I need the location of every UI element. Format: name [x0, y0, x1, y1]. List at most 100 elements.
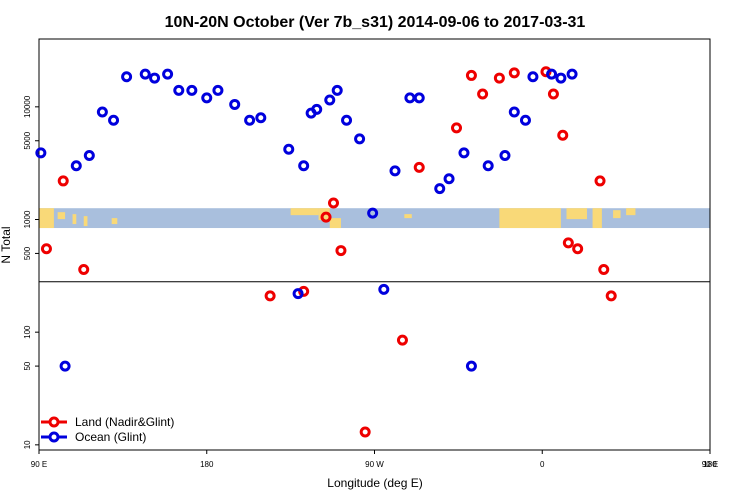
data-point	[434, 183, 446, 195]
plot-frame	[38, 38, 711, 451]
data-point	[229, 98, 241, 110]
data-point	[283, 143, 295, 155]
y-tick-label: 10	[23, 440, 32, 449]
data-point	[605, 290, 617, 302]
data-point	[477, 88, 489, 100]
map-land	[111, 218, 118, 225]
y-tick-label: 10000	[23, 95, 32, 118]
chart-title: 10N-20N October (Ver 7b_s31) 2014-09-06 …	[165, 14, 586, 31]
data-point	[83, 149, 95, 161]
data-point	[458, 147, 470, 159]
y-tick-label: 1000	[23, 210, 32, 228]
data-point	[499, 149, 511, 161]
data-point	[378, 283, 390, 295]
data-point	[482, 160, 494, 172]
data-points	[35, 66, 617, 438]
data-point	[465, 69, 477, 81]
data-point	[547, 88, 559, 100]
legend-marker	[48, 416, 60, 428]
map-land	[566, 208, 587, 220]
x-tick-label: 90 W	[365, 460, 384, 469]
y-axis: 10 50 100 500 1000 5000 10000	[23, 95, 39, 449]
map-land	[613, 210, 621, 219]
data-point	[212, 84, 224, 96]
y-tick-label: 5000	[23, 131, 32, 149]
map-land	[72, 214, 77, 225]
legend: Land (Nadir&Glint)Ocean (Glint)	[41, 415, 174, 444]
data-point	[108, 114, 120, 126]
data-point	[367, 207, 379, 219]
data-point	[451, 122, 463, 134]
map-land	[290, 208, 319, 216]
data-point	[298, 160, 310, 172]
data-point	[331, 84, 343, 96]
data-point	[404, 92, 416, 104]
x-axis-label: Longitude (deg E)	[327, 476, 422, 490]
data-point	[566, 68, 578, 80]
y-axis-label: N Total	[0, 226, 13, 263]
data-point	[57, 175, 69, 187]
data-point	[396, 334, 408, 346]
data-point	[121, 71, 133, 83]
data-point	[201, 92, 213, 104]
data-point	[59, 360, 71, 372]
data-point	[572, 243, 584, 255]
x-tick-label: 90 E	[702, 460, 718, 469]
x-tick-label: 0	[540, 460, 545, 469]
data-point	[320, 211, 332, 223]
data-point	[508, 106, 520, 118]
data-point	[594, 175, 606, 187]
legend-marker	[48, 431, 60, 443]
data-point	[562, 237, 574, 249]
data-point	[35, 147, 47, 159]
data-point	[443, 173, 455, 185]
data-point	[413, 161, 425, 173]
data-point	[341, 114, 353, 126]
map-land	[57, 212, 66, 220]
data-point	[173, 84, 185, 96]
data-point	[598, 263, 610, 275]
data-point	[555, 72, 567, 84]
data-point	[413, 92, 425, 104]
y-tick-label: 500	[23, 246, 32, 260]
map-land	[329, 218, 341, 229]
data-point	[139, 68, 151, 80]
data-point	[335, 245, 347, 257]
map-land	[592, 208, 602, 229]
data-point	[557, 129, 569, 141]
map-land	[626, 208, 636, 216]
data-point	[327, 197, 339, 209]
data-point	[389, 165, 401, 177]
series-land	[40, 66, 617, 438]
legend-label: Land (Nadir&Glint)	[75, 415, 174, 429]
data-point	[546, 68, 558, 80]
data-point	[162, 68, 174, 80]
x-tick-label: 180	[703, 460, 717, 469]
data-point	[186, 84, 198, 96]
data-point	[244, 114, 256, 126]
data-point	[264, 290, 276, 302]
legend-label: Ocean (Glint)	[75, 430, 146, 444]
data-point	[527, 71, 539, 83]
map-land	[83, 216, 88, 227]
data-point	[70, 160, 82, 172]
data-point	[149, 72, 161, 84]
map-land	[499, 208, 561, 229]
x-tick-label: 90 E	[31, 460, 47, 469]
data-point	[96, 106, 108, 118]
data-point	[465, 360, 477, 372]
data-point	[508, 67, 520, 79]
x-tick-label: 180	[200, 460, 214, 469]
data-point	[40, 243, 52, 255]
data-point	[78, 263, 90, 275]
y-tick-label: 50	[23, 361, 32, 370]
map-land	[404, 214, 412, 219]
data-point	[324, 94, 336, 106]
data-point	[255, 112, 267, 124]
data-point	[311, 103, 323, 115]
data-point	[354, 133, 366, 145]
y-tick-label: 100	[23, 325, 32, 339]
data-point	[359, 426, 371, 438]
